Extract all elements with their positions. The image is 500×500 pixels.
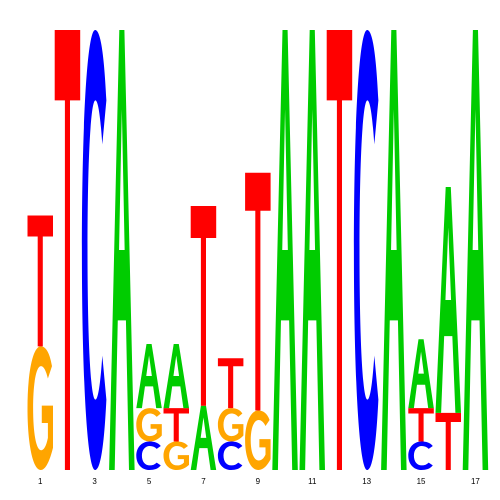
letter-g-pos-1 (27, 346, 53, 470)
letter-t-pos-9 (245, 172, 271, 411)
letter-t-pos-15 (408, 408, 434, 442)
letter-g-pos-8 (217, 408, 244, 442)
letter-a-pos-6 (163, 343, 189, 409)
letter-c-pos-3 (81, 30, 107, 470)
logo-letters (27, 30, 489, 470)
letter-t-pos-6 (163, 408, 189, 442)
letter-a-pos-15 (408, 339, 434, 409)
position-label-3: 3 (92, 477, 97, 486)
letter-a-pos-5 (136, 343, 162, 409)
position-label-9: 9 (256, 477, 261, 486)
letter-a-pos-7 (190, 405, 217, 470)
letter-c-pos-5 (136, 441, 161, 470)
letter-g-pos-6 (163, 441, 189, 470)
letter-a-pos-16 (435, 186, 461, 413)
letter-a-pos-4 (109, 30, 135, 470)
letter-g-pos-9 (245, 410, 271, 470)
position-label-17: 17 (471, 477, 480, 486)
letter-a-pos-14 (381, 30, 407, 470)
position-label-7: 7 (201, 477, 206, 486)
position-label-5: 5 (147, 477, 152, 486)
position-label-11: 11 (308, 477, 317, 486)
letter-g-pos-5 (136, 408, 162, 442)
position-labels: 1 3 5 7 9 11 13 15 17 (38, 477, 480, 486)
letter-c-pos-13 (353, 30, 379, 470)
letter-t-pos-12 (326, 30, 353, 470)
letter-c-pos-8 (217, 441, 243, 470)
letter-t-pos-7 (190, 206, 217, 406)
letter-a-pos-10 (272, 30, 298, 470)
letter-a-pos-11 (299, 30, 325, 470)
position-label-13: 13 (362, 477, 371, 486)
letter-t-pos-2 (54, 30, 81, 470)
letter-t-pos-8 (217, 358, 244, 409)
letter-a-pos-17 (462, 30, 489, 470)
position-label-15: 15 (417, 477, 426, 486)
letter-c-pos-15 (408, 441, 433, 470)
letter-t-pos-16 (435, 412, 461, 470)
letter-t-pos-1 (27, 215, 53, 347)
position-label-1: 1 (38, 477, 43, 486)
